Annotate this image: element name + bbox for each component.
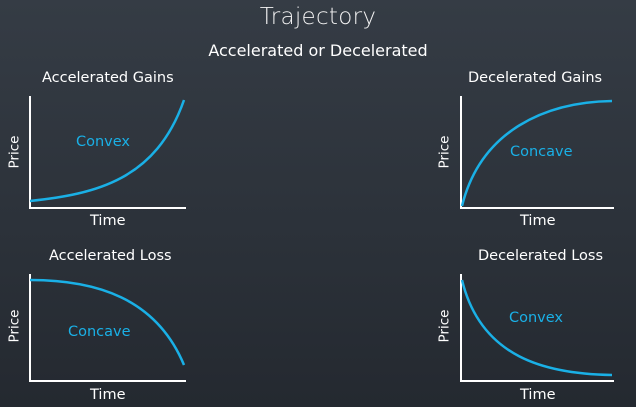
- y-axis-label: Price: [436, 309, 453, 343]
- x-axis-label: Time: [520, 387, 556, 403]
- curve-label: Convex: [76, 134, 131, 150]
- panel-title: Decelerated Gains: [468, 70, 603, 86]
- panel-title: Accelerated Gains: [42, 70, 174, 86]
- y-axis-label: Price: [436, 135, 453, 169]
- trajectory-curve: [460, 99, 613, 207]
- y-axis-label: Price: [6, 309, 23, 343]
- trajectory-curve: [460, 279, 613, 377]
- y-axis-label: Price: [6, 135, 23, 169]
- x-axis-label: Time: [90, 213, 126, 229]
- chart-accelerated-loss: [29, 274, 186, 382]
- x-axis-label: Time: [520, 213, 556, 229]
- chart-decelerated-gains: [460, 96, 614, 209]
- curve-label: Convex: [509, 310, 564, 326]
- curve-label: Concave: [68, 324, 131, 340]
- curve-label: Concave: [510, 144, 573, 160]
- trajectory-curve: [29, 99, 186, 203]
- panel-title: Accelerated Loss: [49, 248, 172, 264]
- panel-title: Decelerated Loss: [478, 248, 603, 264]
- x-axis-label: Time: [90, 387, 126, 403]
- panel-accelerated-loss: Accelerated Loss Concave Time Price: [6, 248, 206, 403]
- trajectory-curve: [29, 278, 186, 366]
- panel-decelerated-loss: Decelerated Loss Convex Time Price: [436, 248, 636, 403]
- diagram-subtitle: Accelerated or Decelerated: [208, 41, 428, 60]
- chart-decelerated-loss: [460, 274, 614, 382]
- panel-accelerated-gains: Accelerated Gains Convex Time Price: [6, 70, 206, 229]
- chart-accelerated-gains: [29, 96, 186, 209]
- diagram-title: Trajectory: [259, 4, 377, 30]
- panel-decelerated-gains: Decelerated Gains Concave Time Price: [436, 70, 636, 229]
